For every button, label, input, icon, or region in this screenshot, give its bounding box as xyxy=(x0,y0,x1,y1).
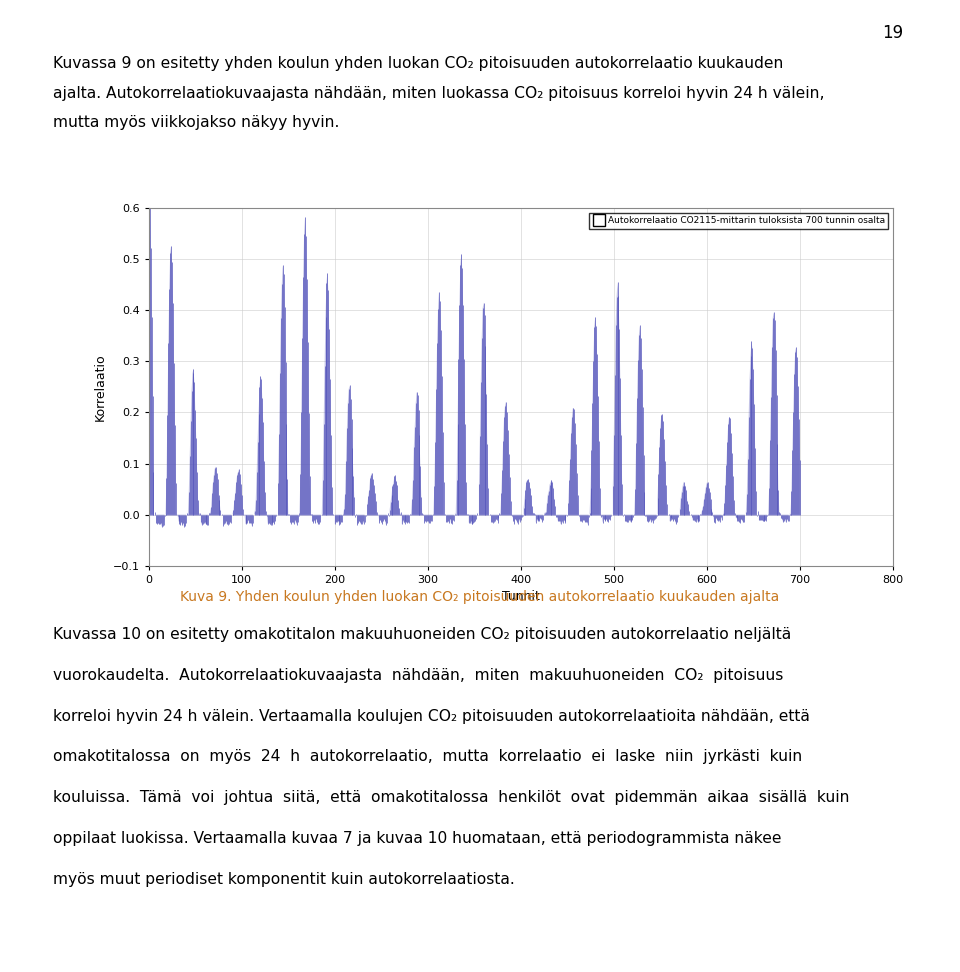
Text: kouluissa.  Tämä  voi  johtua  siitä,  että  omakotitalossa  henkilöt  ovat  pid: kouluissa. Tämä voi johtua siitä, että o… xyxy=(53,790,850,805)
Text: korreloi hyvin 24 h välein. Vertaamalla koulujen CO₂ pitoisuuden autokorrelaatio: korreloi hyvin 24 h välein. Vertaamalla … xyxy=(53,709,809,723)
Text: 19: 19 xyxy=(882,24,903,43)
Text: Kuvassa 9 on esitetty yhden koulun yhden luokan CO₂ pitoisuuden autokorrelaatio : Kuvassa 9 on esitetty yhden koulun yhden… xyxy=(53,56,783,71)
Text: oppilaat luokissa. Vertaamalla kuvaa 7 ja kuvaa 10 huomataan, että periodogrammi: oppilaat luokissa. Vertaamalla kuvaa 7 j… xyxy=(53,831,781,846)
X-axis label: Tunnit: Tunnit xyxy=(502,590,540,604)
Text: Kuva 9. Yhden koulun yhden luokan CO₂ pitoisuuden autokorrelaatio kuukauden ajal: Kuva 9. Yhden koulun yhden luokan CO₂ pi… xyxy=(180,590,780,604)
Text: mutta myös viikkojakso näkyy hyvin.: mutta myös viikkojakso näkyy hyvin. xyxy=(53,115,339,129)
Text: Kuvassa 10 on esitetty omakotitalon makuuhuoneiden CO₂ pitoisuuden autokorrelaat: Kuvassa 10 on esitetty omakotitalon maku… xyxy=(53,627,791,642)
Text: ajalta. Autokorrelaatiokuvaajasta nähdään, miten luokassa CO₂ pitoisuus korreloi: ajalta. Autokorrelaatiokuvaajasta nähdää… xyxy=(53,86,825,100)
Legend: Autokorrelaatio CO2115-mittarin tuloksista 700 tunnin osalta: Autokorrelaatio CO2115-mittarin tuloksis… xyxy=(589,213,888,228)
Text: vuorokaudelta.  Autokorrelaatiokuvaajasta  nähdään,  miten  makuuhuoneiden  CO₂ : vuorokaudelta. Autokorrelaatiokuvaajasta… xyxy=(53,668,783,682)
Text: myös muut periodiset komponentit kuin autokorrelaatiosta.: myös muut periodiset komponentit kuin au… xyxy=(53,872,515,886)
Text: omakotitalossa  on  myös  24  h  autokorrelaatio,  mutta  korrelaatio  ei  laske: omakotitalossa on myös 24 h autokorrelaa… xyxy=(53,749,802,764)
Y-axis label: Korrelaatio: Korrelaatio xyxy=(94,353,108,421)
